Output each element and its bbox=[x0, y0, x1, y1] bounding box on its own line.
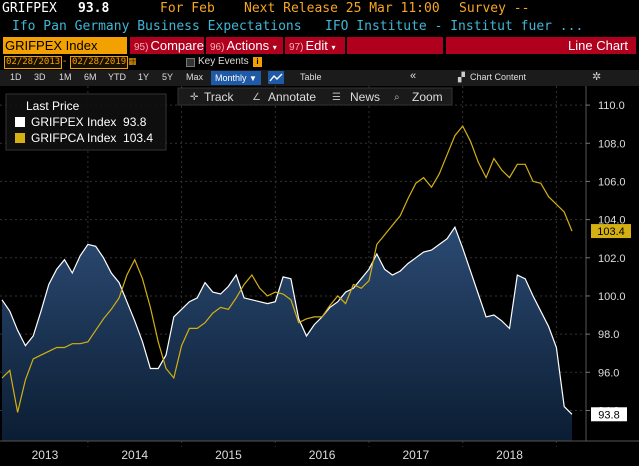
grifpex-area bbox=[2, 227, 572, 441]
grifpca-last-tag: 103.4 bbox=[591, 224, 631, 239]
header-source: IFO Institute - Institut fuer ... bbox=[325, 19, 584, 34]
header-period: For Feb bbox=[160, 1, 215, 16]
actions-menu-button[interactable]: 96) Actions ▾ bbox=[206, 37, 283, 54]
grifpex-last-tag: 93.8 bbox=[591, 407, 627, 422]
actions-label: Actions bbox=[226, 38, 270, 53]
gear-icon[interactable]: ✲ bbox=[592, 71, 602, 83]
period-1y[interactable]: 1Y bbox=[138, 72, 150, 82]
header-next-release: Next Release 25 Mar 11:00 bbox=[244, 1, 440, 16]
x-tick-label: 2013 bbox=[32, 448, 59, 462]
price-chart[interactable]: 110.0108.0106.0104.0102.0100.098.096.094… bbox=[0, 86, 639, 466]
period-max[interactable]: Max bbox=[186, 72, 204, 82]
legend-swatch-grifpex bbox=[15, 117, 25, 127]
compare-button[interactable]: 95) Compare bbox=[130, 37, 204, 54]
y-tick-label: 100.0 bbox=[598, 291, 626, 303]
header-ticker[interactable]: GRIFPEX bbox=[2, 1, 57, 16]
period-5y[interactable]: 5Y bbox=[162, 72, 174, 82]
chart-type-label[interactable]: Line Chart bbox=[446, 37, 636, 54]
y-tick-label: 108.0 bbox=[598, 138, 626, 150]
line-chart-toggle-icon[interactable] bbox=[268, 71, 284, 84]
date-range-bar: 02/28/2013 - 02/28/2019 ▦ Key Events i bbox=[0, 56, 639, 70]
edit-dropdown-icon: ▾ bbox=[331, 43, 336, 52]
legend-item-grifpca: GRIFPCA Index 103.4 bbox=[31, 131, 153, 145]
edit-number: 97) bbox=[289, 42, 304, 53]
period-3d[interactable]: 3D bbox=[34, 72, 46, 82]
x-tick-label: 2014 bbox=[121, 448, 148, 462]
chart-content-button[interactable]: Chart Content bbox=[470, 72, 527, 82]
compare-label: Compare bbox=[150, 38, 204, 53]
y-tick-label: 110.0 bbox=[598, 100, 625, 112]
track-icon: ✛ bbox=[190, 92, 199, 103]
news-icon: ☰ bbox=[332, 92, 341, 103]
actions-number: 96) bbox=[210, 42, 225, 53]
zoom-icon: ⌕ bbox=[394, 92, 400, 103]
description-bar: Ifo Pan Germany Business Expectations IF… bbox=[0, 18, 639, 36]
legend-title: Last Price bbox=[26, 99, 80, 113]
start-date-field[interactable]: 02/28/2013 bbox=[4, 56, 63, 69]
x-tick-label: 2018 bbox=[496, 448, 523, 462]
period-ytd[interactable]: YTD bbox=[108, 72, 126, 82]
legend-item-grifpex: GRIFPEX Index 93.8 bbox=[31, 115, 147, 129]
legend-swatch-grifpca bbox=[15, 133, 25, 143]
chart-tools-bar: ✛ Track ∠ Annotate ☰ News ⌕ Zoom bbox=[177, 87, 453, 106]
period-1d[interactable]: 1D bbox=[10, 72, 22, 82]
legend: Last Price GRIFPEX Index 93.8 GRIFPCA In… bbox=[5, 93, 167, 151]
chart-content-icon: ▞ bbox=[458, 72, 465, 82]
y-tick-label: 102.0 bbox=[598, 253, 626, 265]
security-header-bar: GRIFPEX 93.8 For Feb Next Release 25 Mar… bbox=[0, 0, 639, 18]
frequency-select[interactable]: Monthly ▼ bbox=[211, 71, 261, 85]
date-separator: - bbox=[63, 56, 67, 67]
edit-menu-button[interactable]: 97) Edit ▾ bbox=[285, 37, 345, 54]
y-tick-label: 106.0 bbox=[598, 176, 626, 188]
news-button[interactable]: News bbox=[350, 90, 380, 104]
actions-dropdown-icon: ▾ bbox=[272, 43, 277, 52]
key-events-checkbox[interactable] bbox=[186, 58, 195, 67]
x-axis-ticks: 2013 2014 2015 2016 2017 2018 bbox=[32, 448, 524, 462]
grifpex-line bbox=[1, 225, 573, 415]
period-bar: 1D 3D 1M 6M YTD 1Y 5Y Max Monthly ▼ Tabl… bbox=[0, 70, 639, 86]
function-toolbar: GRIFPEX Index 95) Compare 96) Actions ▾ 97… bbox=[0, 36, 639, 55]
x-tick-label: 2016 bbox=[309, 448, 336, 462]
x-tick-label: 2017 bbox=[402, 448, 429, 462]
period-1m[interactable]: 1M bbox=[59, 72, 72, 82]
header-description: Ifo Pan Germany Business Expectations bbox=[12, 19, 302, 34]
menu-bar-spacer bbox=[347, 37, 443, 54]
security-input[interactable]: GRIFPEX Index bbox=[3, 37, 127, 54]
frequency-label: Monthly bbox=[215, 73, 247, 83]
svg-text:103.4: 103.4 bbox=[597, 226, 625, 238]
table-toggle[interactable]: Table bbox=[300, 72, 322, 82]
frequency-dropdown-icon: ▼ bbox=[249, 74, 257, 83]
y-tick-label: 96.0 bbox=[598, 367, 619, 379]
edit-label: Edit bbox=[305, 38, 328, 53]
key-events-label: Key Events bbox=[198, 56, 249, 67]
annotate-icon: ∠ bbox=[252, 92, 261, 103]
calendar-icon[interactable]: ▦ bbox=[128, 56, 137, 66]
x-tick-label: 2015 bbox=[215, 448, 242, 462]
period-6m[interactable]: 6M bbox=[84, 72, 97, 82]
track-button[interactable]: Track bbox=[204, 90, 235, 104]
end-date-field[interactable]: 02/28/2019 bbox=[70, 56, 129, 69]
y-tick-label: 98.0 bbox=[598, 329, 619, 341]
zoom-button[interactable]: Zoom bbox=[412, 90, 443, 104]
svg-text:93.8: 93.8 bbox=[598, 409, 619, 421]
collapse-icon[interactable]: « bbox=[410, 70, 417, 82]
compare-number: 95) bbox=[134, 42, 149, 53]
header-last-value: 93.8 bbox=[78, 1, 110, 16]
annotate-button[interactable]: Annotate bbox=[268, 90, 316, 104]
y-tick-label: 104.0 bbox=[598, 215, 626, 227]
info-icon[interactable]: i bbox=[253, 57, 262, 67]
grifpca-line bbox=[1, 125, 573, 413]
header-survey: Survey -- bbox=[459, 1, 530, 16]
